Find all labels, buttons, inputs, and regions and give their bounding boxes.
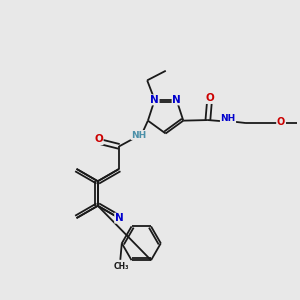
Text: N: N [115,213,124,223]
Text: NH: NH [220,114,236,123]
Text: N: N [172,95,181,105]
Text: O: O [205,93,214,103]
Text: O: O [277,117,285,128]
Text: O: O [94,134,103,145]
Text: NH: NH [131,130,146,140]
Text: CH₃: CH₃ [114,262,130,271]
Text: N: N [150,95,159,105]
